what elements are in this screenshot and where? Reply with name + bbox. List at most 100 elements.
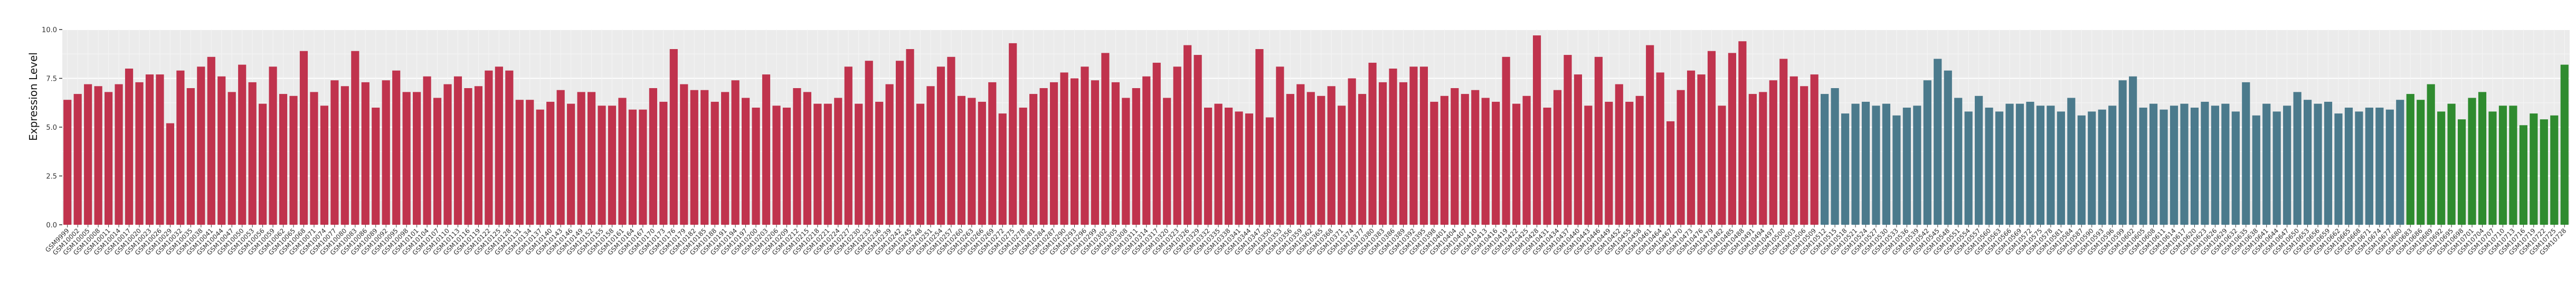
bar	[649, 88, 657, 225]
bar	[1985, 108, 1993, 225]
bar	[1111, 82, 1120, 225]
y-tick-label: 10.0	[42, 26, 57, 34]
bar	[916, 103, 925, 225]
bar	[1019, 108, 1027, 225]
bar	[803, 92, 811, 225]
bar	[659, 101, 668, 225]
bar	[485, 70, 493, 225]
bar	[2160, 109, 2168, 225]
bar	[1789, 76, 1798, 225]
bar	[1009, 43, 1017, 225]
bar	[2242, 82, 2250, 225]
bar	[2478, 92, 2487, 225]
bar	[2067, 98, 2076, 225]
bar	[443, 84, 452, 225]
bar	[2427, 84, 2435, 225]
bar	[228, 92, 236, 225]
bar	[680, 84, 688, 225]
bar	[2231, 111, 2240, 225]
bar	[1532, 35, 1541, 225]
bar	[166, 123, 174, 225]
bar	[834, 98, 842, 225]
y-axis-title: Expression Level	[27, 52, 40, 141]
bar	[741, 98, 750, 225]
bar	[2458, 119, 2466, 225]
bar	[793, 88, 801, 225]
bar	[505, 70, 514, 225]
bar	[721, 92, 730, 225]
bar	[84, 84, 92, 225]
bar	[1451, 88, 1459, 225]
bar	[2375, 108, 2384, 225]
bar	[2180, 103, 2189, 225]
bar	[433, 98, 442, 225]
bar	[978, 101, 986, 225]
bar	[474, 86, 483, 225]
bar	[536, 109, 544, 225]
bar	[1779, 59, 1788, 225]
bar	[2355, 111, 2363, 225]
bars	[63, 35, 2569, 225]
bar	[2550, 115, 2559, 225]
bar	[1615, 84, 1623, 225]
y-tick-label: 0.0	[46, 222, 57, 230]
bar	[1954, 98, 1963, 225]
bar	[1697, 74, 1706, 225]
bar	[865, 61, 873, 225]
bar	[2026, 101, 2034, 225]
bar	[340, 86, 349, 225]
bar	[1707, 51, 1716, 225]
bar	[998, 113, 1007, 225]
bar	[844, 66, 853, 225]
bar	[2519, 125, 2527, 225]
bar	[2406, 94, 2414, 225]
bar	[947, 56, 955, 225]
bar	[1306, 92, 1315, 225]
bar	[1276, 66, 1284, 225]
bar	[1214, 103, 1223, 225]
bar	[2108, 106, 2117, 225]
bar	[1049, 82, 1058, 225]
bar	[772, 106, 781, 225]
bar	[2098, 109, 2106, 225]
bar	[1029, 94, 1038, 225]
bar	[1512, 103, 1521, 225]
bar	[567, 103, 575, 225]
bar	[762, 74, 771, 225]
bar	[1368, 62, 1377, 225]
bar	[639, 109, 647, 225]
bar	[382, 80, 390, 225]
bar	[217, 76, 226, 225]
bar	[2283, 106, 2291, 225]
bar	[731, 80, 740, 225]
bar	[926, 86, 935, 225]
bar	[1389, 69, 1397, 225]
bar	[1605, 101, 1613, 225]
bar	[2252, 115, 2260, 225]
bar	[2088, 111, 2096, 225]
bar	[1656, 72, 1664, 225]
bar	[700, 90, 709, 225]
bar	[885, 84, 894, 225]
bar	[782, 108, 791, 225]
bar	[1810, 74, 1819, 225]
bar	[238, 64, 247, 225]
bar	[906, 49, 914, 225]
bar	[1861, 101, 1870, 225]
bar	[1224, 108, 1233, 225]
bar	[1995, 111, 2004, 225]
bar	[145, 74, 154, 225]
bar	[515, 100, 524, 225]
bar	[269, 66, 277, 225]
bar	[1975, 95, 1983, 225]
bar	[1122, 98, 1130, 225]
bar	[2005, 103, 2014, 225]
bar	[2057, 111, 2065, 225]
bar	[464, 88, 472, 225]
bar	[1348, 78, 1356, 225]
bar	[1800, 86, 1808, 225]
bar	[1821, 94, 1829, 225]
bar	[320, 106, 329, 225]
bar	[2468, 98, 2476, 225]
bar	[1831, 88, 1839, 225]
